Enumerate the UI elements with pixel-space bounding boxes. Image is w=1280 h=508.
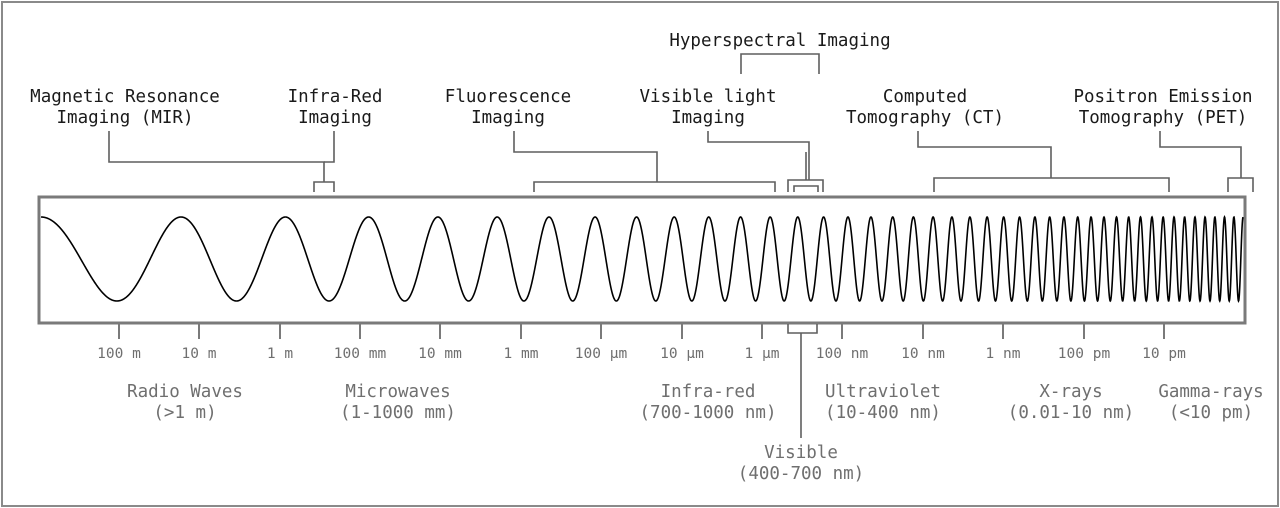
tick-label-1mm: 1 mm	[504, 346, 539, 362]
tick-label-10um: 10 µm	[660, 346, 704, 362]
tick-label-10pm: 10 pm	[1142, 346, 1186, 362]
tick-label-100pm: 100 pm	[1058, 346, 1111, 362]
wave-box	[37, 195, 1247, 325]
band-label-gamma: Gamma-rays (<10 pm)	[1158, 382, 1263, 423]
technique-label-visible: Visible light Imaging	[640, 87, 777, 128]
band-label-microwaves: Microwaves (1-1000 mm)	[340, 382, 456, 423]
scale-tick-labels: 100 m 10 m 1 m 100 mm 10 mm 1 mm 100 µm …	[97, 346, 1186, 362]
tick-label-10mm: 10 mm	[418, 346, 462, 362]
band-label-radio: Radio Waves (>1 m)	[127, 382, 243, 423]
bracket-mri	[108, 131, 335, 192]
band-label-infrared: Infra-red (700-1000 nm)	[640, 382, 777, 423]
tick-label-10m: 10 m	[182, 346, 217, 362]
band-label-visible: Visible (400-700 nm)	[738, 443, 864, 484]
tick-label-100um: 100 µm	[575, 346, 628, 362]
bracket-fluorescence	[513, 131, 776, 192]
technique-label-mri: Magnetic Resonance Imaging (MIR)	[30, 87, 220, 128]
band-labels: Radio Waves (>1 m) Microwaves (1-1000 mm) …	[127, 382, 1264, 484]
technique-brackets	[108, 53, 1254, 192]
bracket-ct	[917, 131, 1170, 192]
technique-label-hyperspectral: Hyperspectral Imaging	[669, 31, 890, 51]
tick-label-1m: 1 m	[267, 346, 293, 362]
tick-label-100nm: 100 nm	[816, 346, 869, 362]
wave-line	[41, 214, 1244, 304]
technique-label-pet: Positron Emission Tomography (PET)	[1073, 87, 1252, 128]
band-label-ultraviolet: Ultraviolet (10-400 nm)	[825, 382, 941, 423]
tick-label-100m: 100 m	[97, 346, 141, 362]
bracket-infrared	[324, 131, 335, 163]
tick-label-1nm: 1 nm	[986, 346, 1021, 362]
tick-label-10nm: 10 nm	[901, 346, 945, 362]
tick-label-100mm: 100 mm	[334, 346, 387, 362]
technique-labels: Hyperspectral Imaging Magnetic Resonance…	[30, 31, 1252, 128]
technique-label-infrared: Infra-Red Imaging	[288, 87, 383, 128]
bracket-hyperspectral	[740, 53, 820, 74]
scale-ticks	[118, 324, 1165, 339]
band-label-xrays: X-rays (0.01-10 nm)	[1008, 382, 1134, 423]
visible-range-bracket	[787, 324, 818, 438]
bracket-pet	[1159, 131, 1254, 192]
technique-label-fluorescence: Fluorescence Imaging	[445, 87, 571, 128]
technique-label-ct: Computed Tomography (CT)	[846, 87, 1004, 128]
tick-label-1um: 1 µm	[745, 346, 780, 362]
